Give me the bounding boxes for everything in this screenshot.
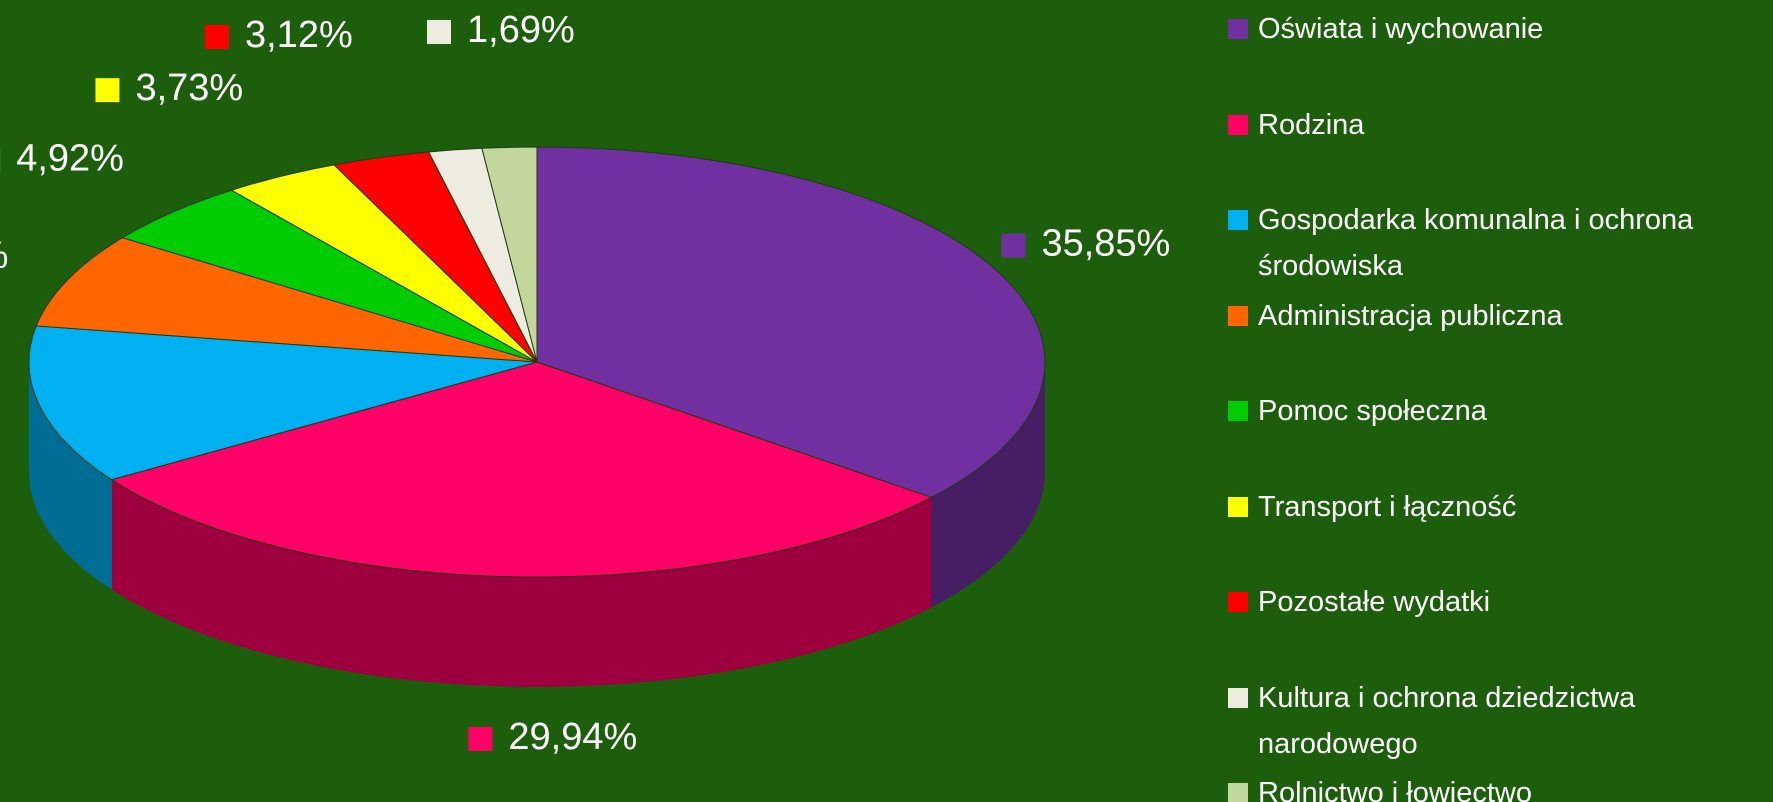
legend-label: Administracja publiczna xyxy=(1258,300,1563,332)
label-swatch xyxy=(95,78,119,102)
legend-item: Administracja publiczna xyxy=(1228,293,1773,339)
data-label: 4,92% xyxy=(16,137,124,179)
legend-label: Oświata i wychowanie xyxy=(1258,13,1543,45)
legend-label: Transport i łączność xyxy=(1258,491,1516,523)
legend-swatch xyxy=(1228,401,1248,421)
legend-label: Rodzina xyxy=(1258,109,1364,141)
legend-swatch xyxy=(1228,210,1248,230)
data-label: 35,85% xyxy=(1041,223,1170,265)
data-label: 29,94% xyxy=(508,716,637,758)
legend-item: Oświata i wychowanie xyxy=(1228,6,1773,52)
legend-label: Kultura i ochrona dziedzictwa narodowego xyxy=(1258,682,1635,760)
legend-swatch xyxy=(1228,783,1248,802)
label-swatch xyxy=(468,727,492,751)
legend-item: Rolnictwo i łowiectwo xyxy=(1228,770,1773,802)
label-swatch xyxy=(1001,234,1025,258)
data-label: 1,69% xyxy=(467,9,575,51)
legend-item: Kultura i ochrona dziedzictwa narodowego xyxy=(1228,675,1773,767)
legend-swatch xyxy=(1228,688,1248,708)
legend-item: Transport i łączność xyxy=(1228,484,1773,530)
legend-swatch xyxy=(1228,497,1248,517)
legend-swatch xyxy=(1228,306,1248,326)
data-label: 7,13% xyxy=(0,234,8,276)
legend-swatch xyxy=(1228,115,1248,135)
label-swatch xyxy=(205,25,229,49)
legend-item: Pozostałe wydatki xyxy=(1228,579,1773,625)
legend-item: Gospodarka komunalna i ochrona środowisk… xyxy=(1228,197,1773,289)
legend-item: Rodzina xyxy=(1228,102,1773,148)
data-label: 3,73% xyxy=(135,67,243,109)
legend-label: Gospodarka komunalna i ochrona środowisk… xyxy=(1258,204,1693,282)
label-swatch xyxy=(427,20,451,44)
legend-swatch xyxy=(1228,592,1248,612)
data-label: 3,12% xyxy=(245,14,353,56)
legend-label: Rolnictwo i łowiectwo xyxy=(1258,777,1532,802)
chart: 35,85%29,94%11,90%7,13%4,92%3,73%3,12%1,… xyxy=(0,0,1773,802)
legend-label: Pomoc społeczna xyxy=(1258,395,1487,427)
legend-label: Pozostałe wydatki xyxy=(1258,586,1490,618)
legend-item: Pomoc społeczna xyxy=(1228,388,1773,434)
legend-swatch xyxy=(1228,19,1248,39)
